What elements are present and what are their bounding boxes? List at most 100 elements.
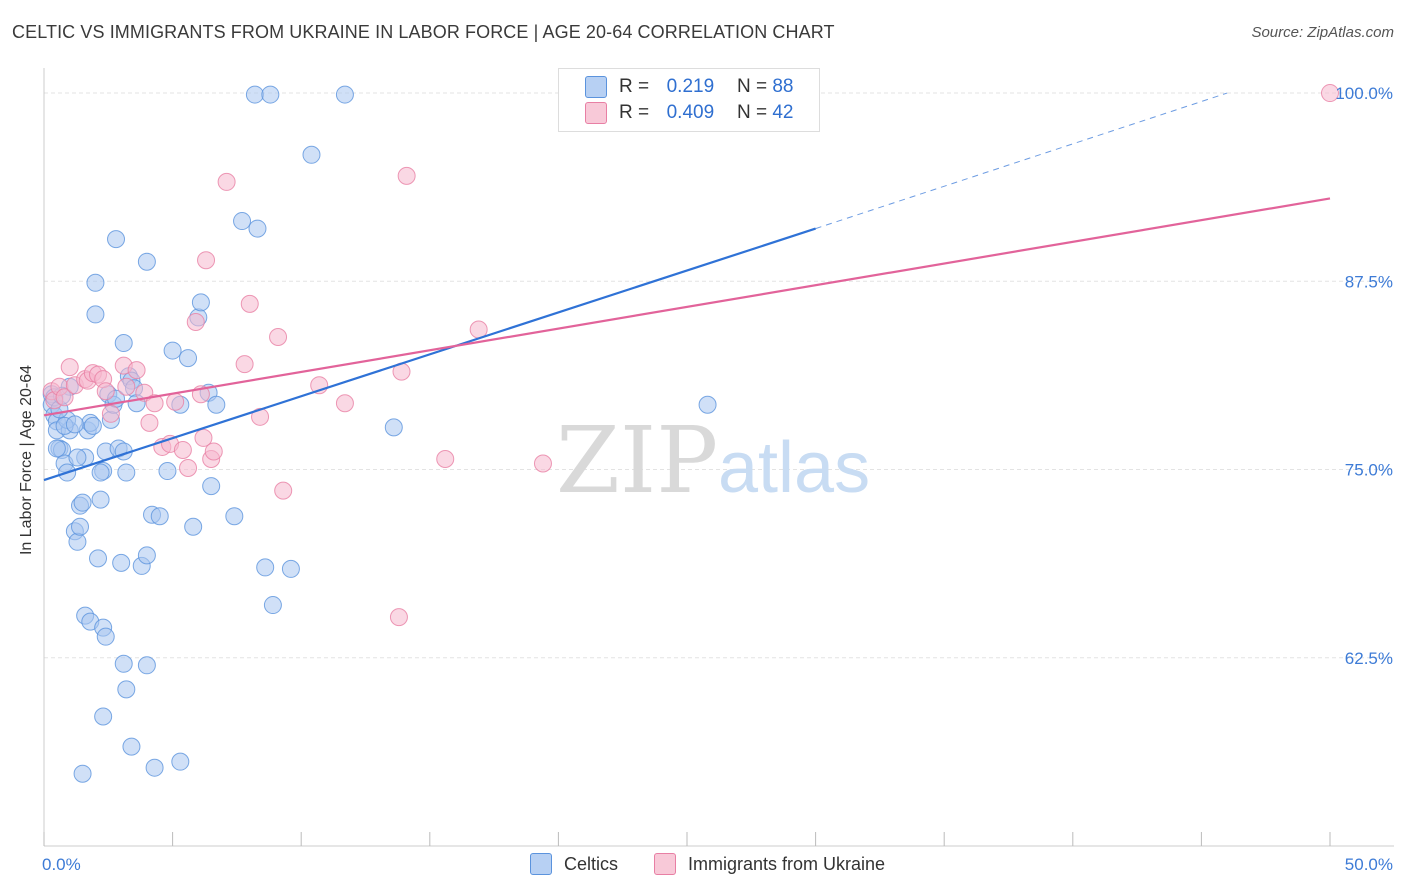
- x-tick-label: 0.0%: [42, 855, 81, 874]
- y-tick-label: 87.5%: [1345, 272, 1393, 291]
- legend-n-label: N =: [736, 102, 768, 123]
- celtics-point: [150, 507, 169, 526]
- legend-r-label: R =: [619, 102, 650, 123]
- ukraine-trend-line: [43, 197, 1331, 417]
- y-tick-label: 75.0%: [1345, 461, 1393, 480]
- x-tick-labels: 0.0% 50.0%: [42, 855, 1393, 874]
- ukraine-point: [179, 459, 198, 478]
- celtics-point: [191, 293, 210, 312]
- chart-title: CELTIC VS IMMIGRANTS FROM UKRAINE IN LAB…: [12, 22, 835, 42]
- ukraine-point: [194, 428, 213, 447]
- legend-swatch-blue: [585, 76, 607, 98]
- celtics-point: [184, 517, 203, 536]
- bottom-swatch-blue: [530, 853, 552, 875]
- celtics-point: [91, 463, 110, 482]
- celtics-point: [114, 334, 133, 353]
- ukraine-point: [389, 608, 408, 627]
- celtics-point: [137, 252, 156, 271]
- celtics-point: [158, 462, 177, 481]
- legend-r-value: 0.219: [666, 76, 715, 97]
- celtics-point: [225, 507, 244, 526]
- ukraine-point: [436, 449, 455, 468]
- celtics-trend-extension: [815, 92, 1228, 230]
- data-points: [42, 84, 1339, 783]
- legend-n-value: 42: [772, 102, 794, 123]
- celtics-point: [114, 654, 133, 673]
- y-axis-label: In Labor Force | Age 20-64: [18, 364, 35, 556]
- celtics-point: [83, 416, 102, 435]
- celtics-point: [302, 145, 321, 164]
- celtics-point: [47, 439, 66, 458]
- celtics-point: [94, 707, 113, 726]
- ukraine-point: [101, 404, 120, 423]
- celtics-point: [73, 764, 92, 783]
- celtics-point: [86, 305, 105, 324]
- celtics-point: [202, 477, 221, 496]
- legend-n-label: N =: [736, 76, 768, 97]
- celtics-point: [107, 230, 126, 249]
- ukraine-point: [166, 392, 185, 411]
- trend-lines: [43, 92, 1331, 482]
- celtics-point: [89, 549, 108, 568]
- y-tick-label: 62.5%: [1345, 649, 1393, 668]
- watermark: ZIP atlas: [556, 407, 870, 514]
- legend-swatch-pink: [585, 102, 607, 124]
- bottom-swatch-pink: [654, 853, 676, 875]
- ukraine-point: [335, 394, 354, 413]
- watermark-zip: ZIP: [556, 407, 718, 514]
- celtics-point: [145, 758, 164, 777]
- celtics-point: [117, 463, 136, 482]
- celtics-point: [263, 596, 282, 615]
- celtics-point: [117, 680, 136, 699]
- legend-n-value: 88: [772, 76, 794, 97]
- bottom-legend-label: Celtics: [564, 853, 619, 874]
- ukraine-point: [240, 294, 259, 313]
- legend-r-value: 0.409: [666, 102, 715, 123]
- celtics-point: [179, 349, 198, 368]
- ukraine-point: [173, 440, 192, 459]
- ukraine-point: [397, 166, 416, 185]
- celtics-point: [112, 553, 131, 572]
- source-label: Source: ZipAtlas.com: [1251, 24, 1394, 41]
- ukraine-point: [117, 377, 136, 396]
- celtics-point: [137, 656, 156, 675]
- celtics-point: [233, 212, 252, 231]
- celtics-point: [335, 85, 354, 104]
- ukraine-point: [140, 413, 159, 432]
- celtics-point: [163, 341, 182, 360]
- ukraine-point: [186, 312, 205, 331]
- celtics-point: [68, 532, 87, 551]
- bottom-legend-label: Immigrants from Ukraine: [688, 853, 886, 874]
- celtics-point: [65, 415, 84, 434]
- ukraine-point: [127, 361, 146, 380]
- celtics-point: [256, 558, 275, 577]
- ukraine-point: [55, 388, 74, 407]
- celtics-point: [207, 395, 226, 414]
- ukraine-point: [251, 407, 270, 426]
- legend-r-label: R =: [619, 76, 650, 97]
- ukraine-point: [533, 454, 552, 473]
- ukraine-point: [204, 442, 223, 461]
- celtics-point: [248, 219, 267, 238]
- celtics-point: [91, 490, 110, 509]
- ukraine-point: [274, 481, 293, 500]
- axes: [43, 68, 1394, 847]
- celtics-point: [137, 546, 156, 565]
- celtics-point: [384, 418, 403, 437]
- y-tick-labels: 62.5% 75.0% 87.5% 100.0%: [1335, 84, 1393, 668]
- bottom-legend-celtics: Celtics: [530, 852, 618, 876]
- celtics-point: [245, 85, 264, 104]
- ukraine-point: [145, 394, 164, 413]
- ukraine-point: [235, 355, 254, 374]
- celtics-point: [73, 493, 92, 512]
- legend-row-celtics: R = 0.219 N = 88: [585, 75, 793, 99]
- bottom-legend-ukraine: Immigrants from Ukraine: [654, 852, 885, 876]
- celtics-trend-line: [43, 227, 816, 482]
- watermark-atlas: atlas: [718, 428, 870, 508]
- celtics-point: [71, 517, 90, 536]
- celtics-point: [86, 273, 105, 292]
- ukraine-point: [269, 328, 288, 347]
- legend-row-ukraine: R = 0.409 N = 42: [585, 101, 793, 125]
- ukraine-point: [60, 358, 79, 377]
